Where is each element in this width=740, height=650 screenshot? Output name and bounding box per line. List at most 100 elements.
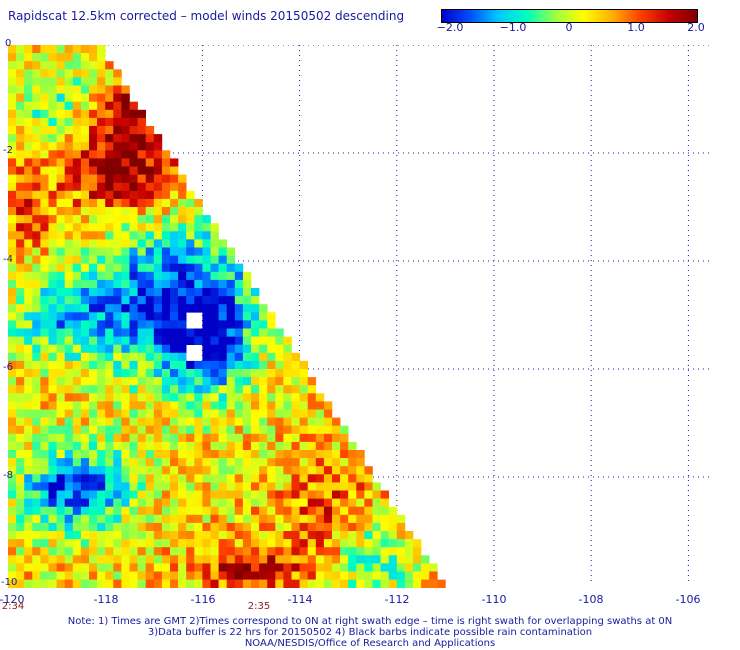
swath-pixel <box>32 190 41 200</box>
swath-pixel <box>202 377 211 386</box>
swath-pixel <box>348 547 357 556</box>
swath-pixel <box>170 474 179 483</box>
swath-pixel <box>48 231 57 240</box>
swath-pixel <box>48 85 57 94</box>
swath-pixel <box>64 506 74 516</box>
swath-pixel <box>234 441 244 451</box>
swath-pixel <box>48 579 57 588</box>
swath-pixel <box>299 369 308 378</box>
swath-pixel <box>210 231 219 240</box>
swath-pixel <box>194 328 203 337</box>
swath-pixel <box>24 482 33 491</box>
swath-pixel <box>161 490 171 499</box>
swath-pixel <box>40 571 49 580</box>
swath-pixel <box>380 579 389 588</box>
swath-pixel <box>251 498 260 507</box>
swath-pixel <box>283 417 292 426</box>
swath-pixel <box>226 288 236 297</box>
swath-pixel <box>56 296 65 305</box>
swath-pixel <box>364 498 373 507</box>
swath-pixel <box>137 304 146 313</box>
swath-pixel <box>137 450 146 459</box>
swath-pixel <box>56 531 65 540</box>
swath-pixel <box>380 514 389 524</box>
swath-pixel <box>170 506 179 516</box>
swath-pixel <box>97 85 106 94</box>
swath-pixel <box>56 174 65 183</box>
swath-pixel <box>56 93 65 102</box>
swath-pixel <box>72 579 82 588</box>
swath-pixel <box>170 458 179 467</box>
swath-pixel <box>40 563 49 572</box>
swath-pixel <box>291 409 300 418</box>
swath-pixel <box>72 101 82 111</box>
swath-pixel <box>32 490 41 499</box>
swath-pixel <box>24 352 33 362</box>
swath-pixel <box>97 190 106 200</box>
swath-pixel <box>194 409 203 418</box>
swath-pixel <box>32 150 41 159</box>
swath-pixel <box>145 198 155 208</box>
swath-pixel <box>178 539 187 548</box>
swath-pixel <box>388 563 398 572</box>
swath-pixel <box>64 328 74 337</box>
swath-pixel <box>16 53 25 62</box>
swath-pixel <box>242 296 252 305</box>
swath-pixel <box>178 288 187 297</box>
swath-pixel <box>218 506 227 516</box>
swath-pixel <box>40 352 49 362</box>
swath-pixel <box>113 182 122 192</box>
swath-pixel <box>137 166 146 175</box>
swath-pixel <box>421 571 430 580</box>
swath-pixel <box>137 377 146 386</box>
swath-pixel <box>259 328 268 337</box>
swath-pixel <box>259 531 268 540</box>
swath-pixel <box>170 498 179 507</box>
swath-pixel <box>145 377 155 386</box>
footnote-line: NOAA/NESDIS/Office of Research and Appli… <box>244 638 496 649</box>
swath-pixel <box>153 336 163 345</box>
swath-pixel <box>299 514 308 524</box>
swath-pixel <box>16 531 25 540</box>
swath-pixel <box>267 498 276 507</box>
swath-pixel <box>89 498 98 507</box>
swath-pixel <box>72 190 82 200</box>
swath-pixel <box>56 215 65 224</box>
swath-pixel <box>291 417 300 426</box>
swath-pixel <box>97 117 106 127</box>
swath-pixel <box>267 490 276 499</box>
swath-pixel <box>202 425 211 435</box>
swath-pixel <box>178 498 187 507</box>
swath-pixel <box>170 239 179 248</box>
swath-pixel <box>259 393 268 402</box>
swath-pixel <box>348 450 357 459</box>
swath-pixel <box>89 174 98 183</box>
swath-pixel <box>145 579 155 588</box>
swath-pixel <box>80 514 90 524</box>
swath-pixel <box>64 77 74 86</box>
swath-pixel <box>315 458 325 467</box>
swath-pixel <box>194 474 203 483</box>
swath-pixel <box>80 490 90 499</box>
swath-pixel <box>153 263 163 273</box>
swath-pixel <box>299 401 308 410</box>
lat-tick-label: -4 <box>3 254 13 265</box>
swath-pixel <box>170 263 179 273</box>
swath-pixel <box>16 182 25 192</box>
swath-pixel <box>48 539 57 548</box>
swath-pixel <box>291 385 300 394</box>
swath-pixel <box>113 474 122 483</box>
swath-pixel <box>396 571 406 580</box>
swath-pixel <box>307 401 317 410</box>
swath-pixel <box>161 522 171 532</box>
swath-pixel <box>48 198 57 208</box>
swath-pixel <box>145 255 155 264</box>
swath-pixel <box>323 466 333 475</box>
swath-pixel <box>113 336 122 345</box>
swath-pixel <box>32 231 41 240</box>
swath-pixel <box>16 223 25 232</box>
swath-pixel <box>24 174 33 183</box>
swath-pixel <box>56 401 65 410</box>
swath-pixel <box>72 522 82 532</box>
swath-pixel <box>226 312 236 321</box>
